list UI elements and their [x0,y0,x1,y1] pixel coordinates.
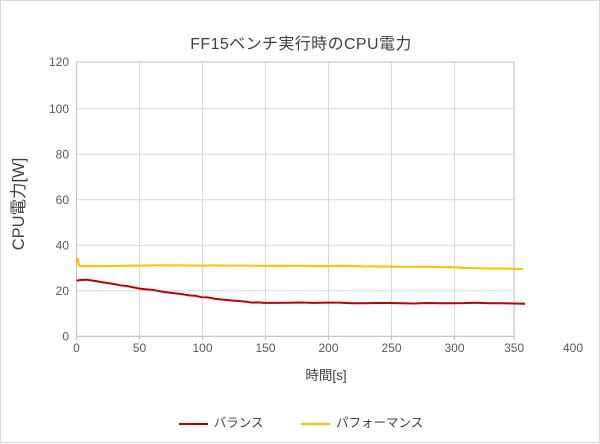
svg-text:400: 400 [563,341,583,355]
svg-text:CPU電力[W]: CPU電力[W] [9,158,28,251]
svg-text:150: 150 [255,341,275,355]
svg-text:100: 100 [192,341,212,355]
svg-text:40: 40 [56,238,70,252]
svg-text:200: 200 [318,341,338,355]
svg-text:0: 0 [73,341,80,355]
svg-text:20: 20 [56,284,70,298]
svg-text:80: 80 [56,147,70,161]
svg-text:時間[s]: 時間[s] [305,368,346,383]
svg-text:0: 0 [62,329,69,343]
svg-text:100: 100 [49,102,69,116]
svg-text:300: 300 [444,341,464,355]
svg-text:60: 60 [56,193,70,207]
svg-text:350: 350 [504,341,524,355]
svg-text:120: 120 [49,55,69,69]
svg-text:50: 50 [133,341,147,355]
svg-text:250: 250 [381,341,401,355]
